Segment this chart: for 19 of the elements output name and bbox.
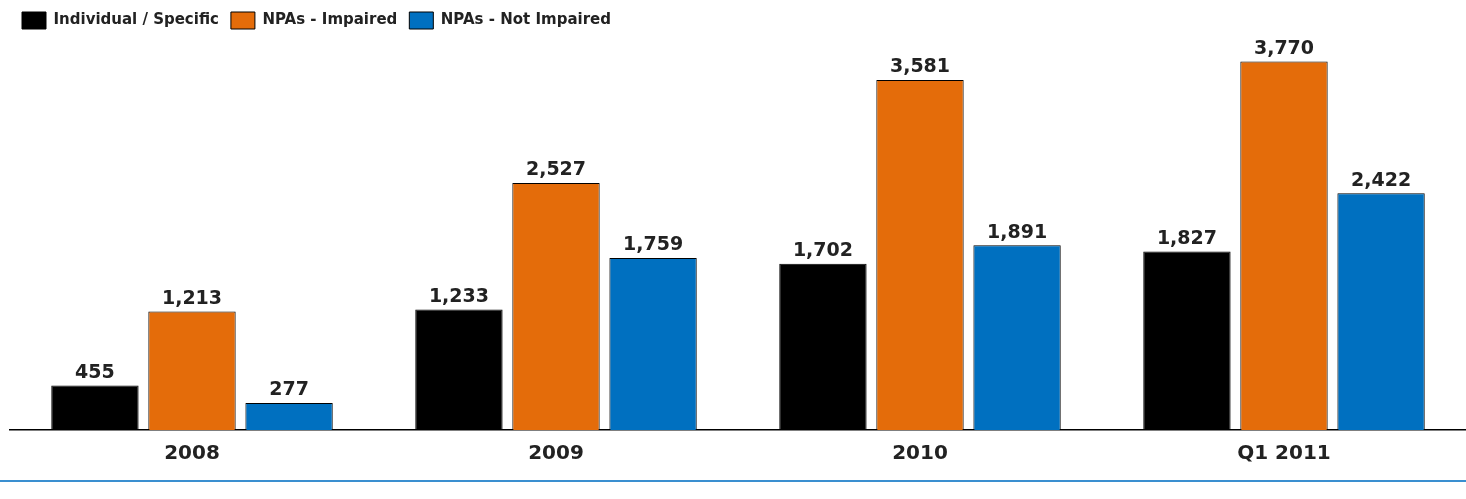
data-label: 3,770 — [1253, 35, 1315, 58]
legend-label: Individual / Specific — [53, 10, 219, 29]
data-label: 2,527 — [525, 157, 587, 180]
data-label: 1,891 — [987, 219, 1048, 242]
x-tick-label: 2010 — [892, 440, 948, 465]
legend-label: NPAs - Impaired — [262, 10, 398, 29]
data-label: 1,213 — [161, 285, 223, 308]
data-label: 2,422 — [1351, 167, 1412, 190]
data-label: 1,759 — [623, 232, 684, 255]
legend-label: NPAs - Not Impaired — [440, 10, 611, 29]
x-tick-label: Q1 2011 — [1237, 440, 1331, 465]
data-label: 455 — [75, 359, 115, 382]
data-label: 277 — [269, 377, 309, 400]
data-label: 1,827 — [1156, 225, 1217, 248]
x-tick-label: 2009 — [528, 440, 584, 465]
data-label: 3,581 — [889, 54, 951, 77]
data-label: 1,233 — [428, 283, 489, 306]
x-tick-label: 2008 — [164, 440, 220, 465]
data-label: 1,702 — [792, 238, 853, 261]
